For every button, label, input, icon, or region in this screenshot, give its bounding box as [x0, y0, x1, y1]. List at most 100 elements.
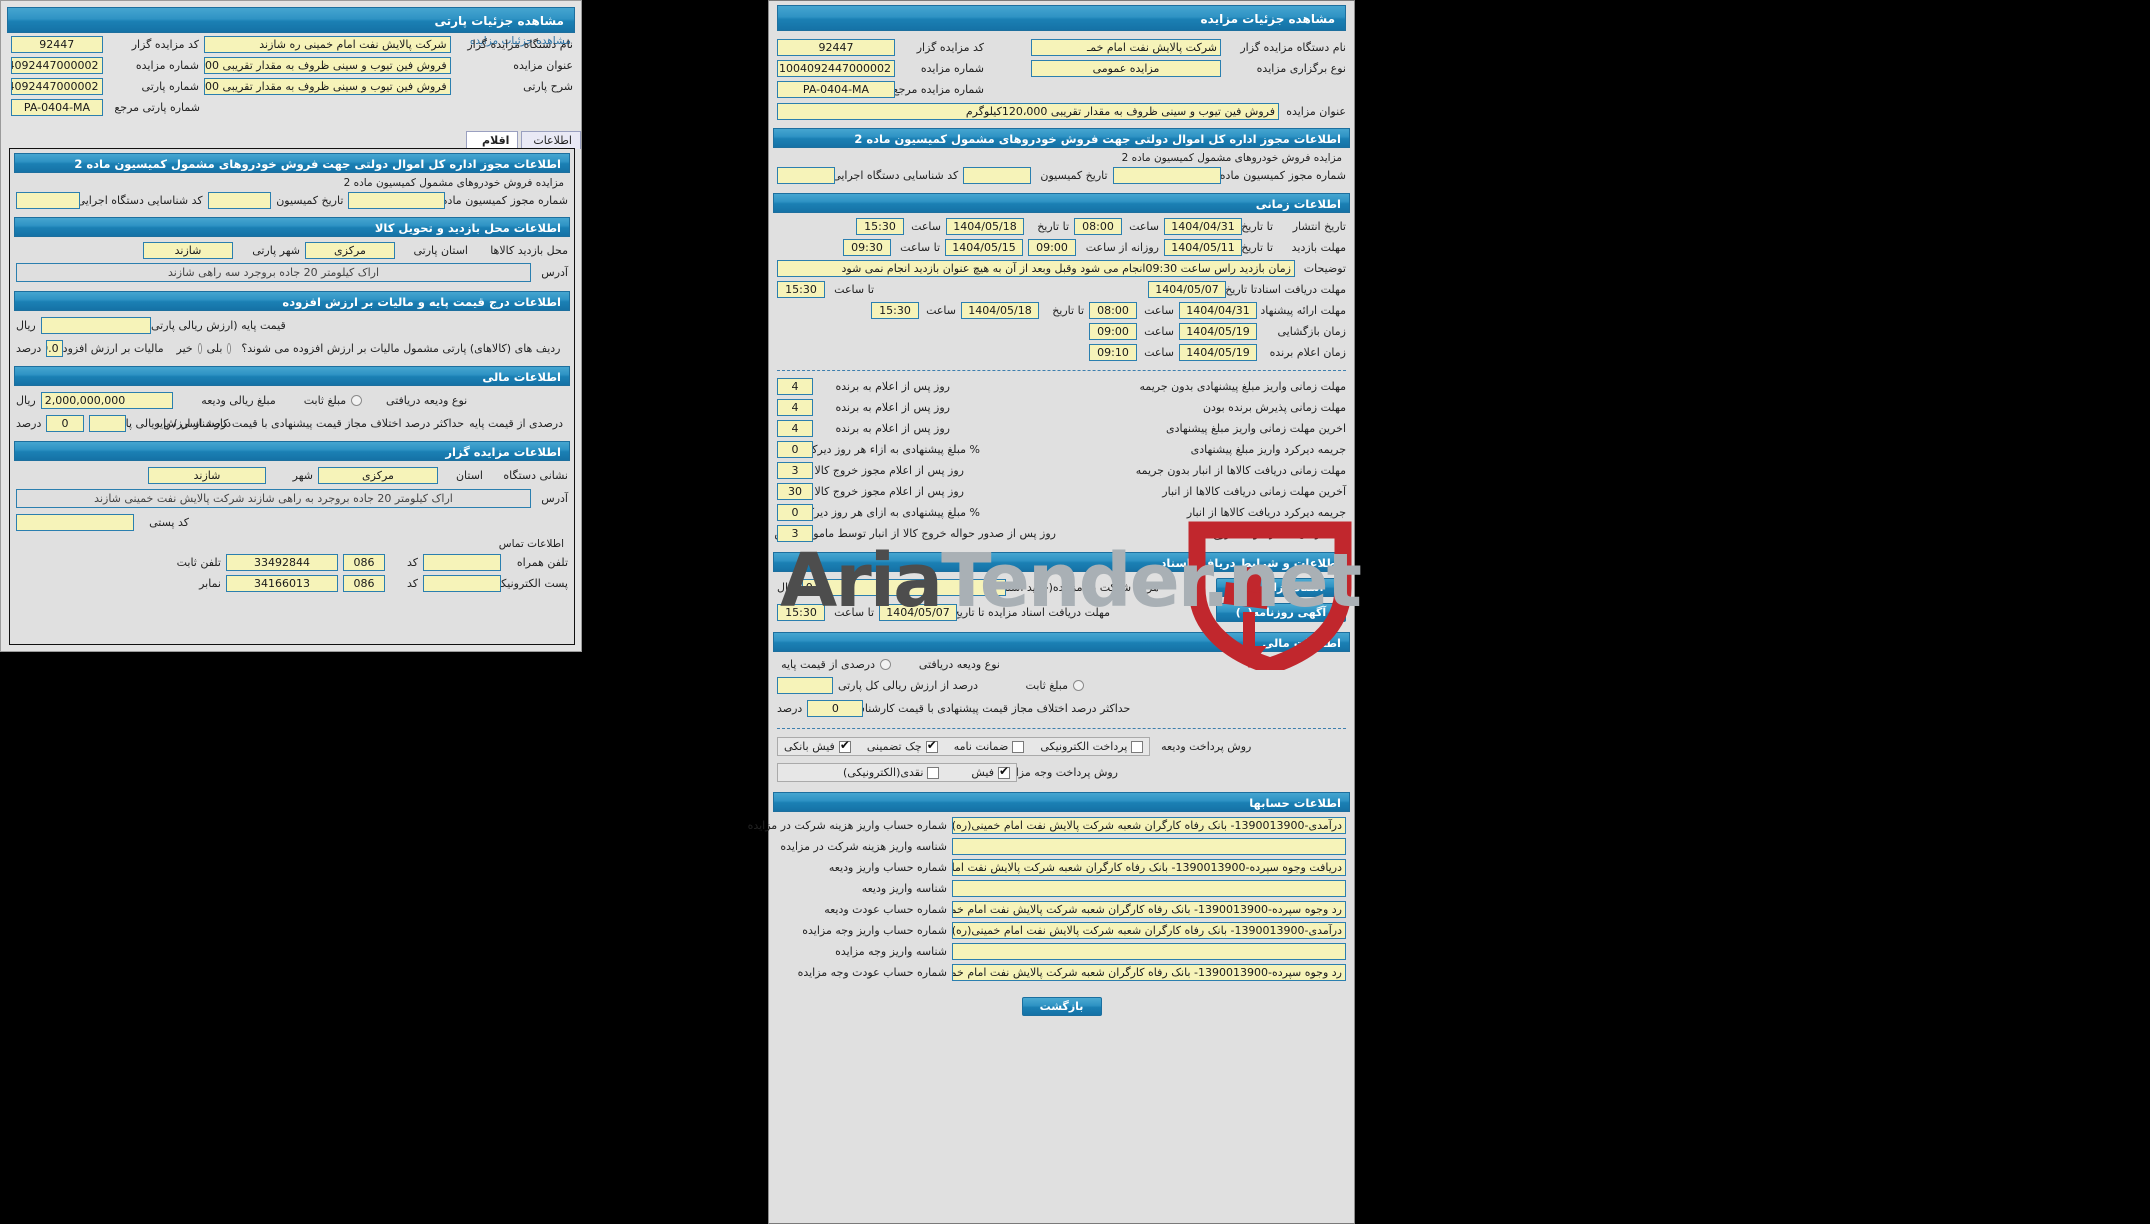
vat-radio-yes[interactable] — [227, 343, 232, 354]
left-value-org-city[interactable]: شازند — [148, 467, 266, 484]
vat-radio-no[interactable] — [197, 343, 202, 354]
right-value-publish-from-date[interactable]: 1404/04/31 — [1164, 218, 1242, 235]
right-value-counter-1[interactable]: 4 — [777, 399, 813, 416]
right-value-publish-from-time[interactable]: 08:00 — [1074, 218, 1122, 235]
auction-method-cash-checkbox[interactable] — [927, 766, 940, 779]
right-value-docs-deadline-date-2[interactable]: 1404/05/07 — [879, 604, 957, 621]
left-value-commission-date[interactable] — [207, 192, 272, 209]
auction-method-slip-checkbox[interactable] — [998, 765, 1010, 779]
tab-additional-info[interactable]: اطلاعات تکمیلی — [521, 131, 581, 161]
left-value-fax-code[interactable]: 086 — [343, 575, 385, 592]
right-value-fee[interactable]: 0 — [801, 579, 1006, 596]
account-value-0[interactable]: درآمدی-1390013900- بانک رفاه کارگران شعب… — [952, 817, 1346, 834]
account-row: شناسه واریز ودیعه — [769, 878, 1354, 899]
left-value-org-province[interactable]: مرکزی — [318, 467, 438, 484]
left-value-province[interactable]: مرکزی — [305, 242, 395, 259]
left-value-fax[interactable]: 34166013 — [226, 575, 338, 592]
right-value-ref-auction-number[interactable]: PA-0404-MA — [777, 81, 895, 98]
right-value-bid-to-date[interactable]: 1404/05/18 — [961, 302, 1039, 319]
right-value-docs-deadline-date[interactable]: 1404/05/07 — [1148, 281, 1226, 298]
left-value-organizer-name[interactable]: شرکت پالایش نفت امام خمینی ره شازند — [204, 36, 451, 53]
right-value-counter-3[interactable]: 0 — [777, 441, 813, 458]
left-value-party-number[interactable]: 1104092447000002 — [10, 78, 103, 95]
right-deposit-percent-radio[interactable] — [880, 659, 891, 670]
account-value-4[interactable]: رد وجوه سپرده-1390013900- بانک رفاه کارگ… — [952, 901, 1346, 918]
right-value-notes[interactable]: زمان بازدید راس ساعت 09:30انجام می شود و… — [777, 260, 1295, 277]
right-label-deposit-guarantee: ضمانت نامه — [953, 740, 1009, 753]
newspaper-ad-button[interactable]: آگهی روزنامه(۰) — [1216, 603, 1346, 622]
right-value-bid-from-time[interactable]: 08:00 — [1089, 302, 1137, 319]
account-value-5[interactable]: درآمدی-1390013900- بانک رفاه کارگران شعب… — [952, 922, 1346, 939]
right-value-opening-time[interactable]: 09:00 — [1089, 323, 1137, 340]
right-value-opening-date[interactable]: 1404/05/19 — [1179, 323, 1257, 340]
left-value-agency-code[interactable] — [16, 192, 80, 209]
right-label-publish-from-hour: ساعت — [1129, 220, 1159, 233]
left-value-percent-base[interactable] — [88, 415, 127, 432]
right-value-publish-to-time[interactable]: 15:30 — [856, 218, 904, 235]
right-value-visit-from-date[interactable]: 1404/05/11 — [1164, 239, 1242, 256]
right-label-visit-from-hour: روزانه از ساعت — [1085, 241, 1159, 254]
right-value-organizer-name[interactable]: شرکت پالایش نفت امام خمـ — [1031, 39, 1221, 56]
right-value-bid-to-time[interactable]: 15:30 — [871, 302, 919, 319]
account-value-7[interactable]: رد وجوه سپرده-1390013900- بانک رفاه کارگ… — [952, 964, 1346, 981]
right-value-commission-date[interactable] — [963, 167, 1032, 184]
left-value-landline-code[interactable]: 086 — [343, 554, 385, 571]
deposit-method-check-checkbox[interactable] — [925, 739, 938, 753]
auction-documents-button[interactable]: اسناد مزایده(1) — [1216, 578, 1346, 597]
left-value-party-desc[interactable]: فروش فین تیوب و سینی ظروف به مقدار تقریب… — [204, 78, 451, 95]
right-value-permit-number[interactable] — [1112, 167, 1221, 184]
left-value-auction-title[interactable]: فروش فین تیوب و سینی ظروف به مقدار تقریب… — [204, 57, 451, 74]
left-value-city[interactable]: شازند — [143, 242, 233, 259]
right-value-bid-from-date[interactable]: 1404/04/31 — [1179, 302, 1257, 319]
right-value-percent-base[interactable] — [777, 677, 833, 694]
right-value-publish-to-date[interactable]: 1404/05/18 — [946, 218, 1024, 235]
right-value-visit-to-time[interactable]: 09:30 — [843, 239, 891, 256]
back-button[interactable]: بازگشت — [1021, 997, 1102, 1016]
left-value-auction-code[interactable]: 92447 — [10, 36, 103, 53]
right-deposit-fixed-radio[interactable] — [1073, 680, 1084, 691]
right-value-winner-announce-time[interactable]: 09:10 — [1089, 344, 1137, 361]
right-value-visit-to-date[interactable]: 1404/05/15 — [945, 239, 1023, 256]
right-value-winner-announce-date[interactable]: 1404/05/19 — [1179, 344, 1257, 361]
right-value-auction-title[interactable]: فروش فین تیوب و سینی ظروف به مقدار تقریب… — [777, 103, 1279, 120]
deposit-method-bankslip-checkbox[interactable] — [838, 739, 851, 753]
right-value-counter-4[interactable]: 3 — [777, 462, 813, 479]
left-value-vat[interactable]: 10.0 — [46, 340, 63, 357]
account-value-3[interactable] — [952, 880, 1346, 897]
right-value-counter-5[interactable]: 30 — [777, 483, 813, 500]
right-value-agency-code[interactable] — [777, 167, 836, 184]
right-value-counter-2[interactable]: 4 — [777, 420, 813, 437]
right-value-counter-7[interactable]: 3 — [777, 525, 813, 542]
left-label-auction-code: کد مزایده گزار — [131, 38, 199, 51]
left-value-base-price[interactable] — [40, 317, 151, 334]
left-value-ref-party-number[interactable]: PA-0404-MA — [11, 99, 103, 116]
account-label-2: شماره حساب واریز ودیعه — [828, 861, 947, 874]
left-value-postal[interactable] — [16, 514, 134, 531]
right-value-counter-0[interactable]: 4 — [777, 378, 813, 395]
right-value-docs-deadline-time[interactable]: 15:30 — [777, 281, 825, 298]
right-value-auction-number[interactable]: 1004092447000002 — [777, 60, 895, 77]
left-value-mobile[interactable] — [423, 554, 501, 571]
left-value-deposit-amount[interactable]: 2,000,000,000 — [40, 392, 173, 409]
left-value-max-diff[interactable]: 0 — [46, 415, 84, 432]
right-value-docs-deadline-time-2[interactable]: 15:30 — [777, 604, 825, 621]
account-value-1[interactable] — [952, 838, 1346, 855]
left-value-email[interactable] — [423, 575, 501, 592]
left-value-org-address[interactable]: اراک کیلومتر 20 جاده بروجرد به راهی شازن… — [16, 489, 531, 508]
right-value-counter-6[interactable]: 0 — [777, 504, 813, 521]
deposit-method-guarantee-checkbox[interactable] — [1012, 740, 1025, 753]
left-value-auction-number[interactable]: 1004092447000002 — [10, 57, 103, 74]
tab-party-items[interactable]: اقلام پارتی — [466, 131, 519, 161]
right-value-auction-code[interactable]: 92447 — [777, 39, 895, 56]
account-value-2[interactable]: دریافت وجوه سپرده-1390013900- بانک رفاه … — [952, 859, 1346, 876]
left-value-address[interactable]: اراک کیلومتر 20 جاده بروجرد سه راهی شازن… — [16, 263, 531, 282]
right-value-max-diff[interactable]: 0 — [807, 700, 864, 717]
deposit-method-electronic-checkbox[interactable] — [1131, 740, 1144, 753]
left-value-permit-number[interactable] — [348, 192, 445, 209]
deposit-type-fixed-radio[interactable] — [351, 395, 363, 406]
left-value-landline[interactable]: 33492844 — [226, 554, 338, 571]
right-value-auction-type[interactable]: مزایده عمومی — [1031, 60, 1221, 77]
right-value-visit-from-time[interactable]: 09:00 — [1028, 239, 1076, 256]
account-value-6[interactable] — [952, 943, 1346, 960]
